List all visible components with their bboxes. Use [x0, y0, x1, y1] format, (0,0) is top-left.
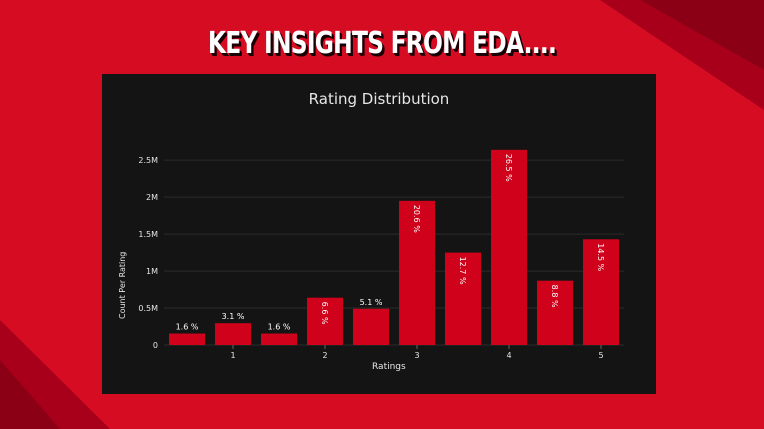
bar: [399, 200, 435, 345]
bar-data-label: 1.6 %: [268, 323, 291, 332]
y-tick-label: 1M: [146, 267, 158, 276]
bar-data-label: 6.6 %: [320, 302, 329, 325]
corner-shape-bottom-left-inner: [0, 360, 60, 429]
y-tick-label: 0: [153, 341, 158, 350]
chart-panel: Rating Distribution Count Per Rating Rat…: [102, 74, 656, 394]
corner-shape-top-right-inner: [640, 0, 764, 70]
y-tick-label: 2.5M: [138, 156, 158, 165]
bar: [445, 252, 481, 345]
bar: [583, 239, 619, 345]
x-axis-label: Ratings: [372, 362, 406, 372]
bar-chart: 0 0.5M 1M 1.5M 2M 2.5M 1.6 % 3.1 % 1.6 % 6.6 % 5.1…: [138, 149, 624, 360]
x-tick-label: 5: [598, 351, 603, 360]
y-tick-label: 2M: [146, 193, 158, 202]
x-tick-label: 2: [322, 351, 327, 360]
bar-data-label: 3.1 %: [222, 312, 245, 321]
bar-data-label: 5.1 %: [360, 298, 383, 307]
bar-data-label: 20.6 %: [412, 205, 421, 233]
bar: [169, 333, 205, 345]
bar: [261, 333, 297, 345]
bar: [307, 297, 343, 345]
bar-data-label: 8.8 %: [550, 285, 559, 308]
bar: [353, 308, 389, 345]
x-tick-label: 3: [414, 351, 419, 360]
bar: [491, 149, 527, 345]
chart-title: Rating Distribution: [308, 90, 450, 108]
bar-data-label: 26.5 %: [504, 154, 513, 182]
y-tick-label: 0.5M: [138, 304, 158, 313]
slide-title: KEY INSIGHTS FROM EDA....: [207, 26, 557, 61]
bar-data-label: 14.5 %: [596, 243, 605, 271]
x-tick-label: 1: [230, 351, 235, 360]
bar-data-label: 1.6 %: [176, 323, 199, 332]
bar: [537, 280, 573, 345]
y-tick-label: 1.5M: [138, 230, 158, 239]
bar-data-label: 12.7 %: [458, 257, 467, 285]
bar: [215, 323, 251, 345]
x-tick-label: 4: [506, 351, 511, 360]
